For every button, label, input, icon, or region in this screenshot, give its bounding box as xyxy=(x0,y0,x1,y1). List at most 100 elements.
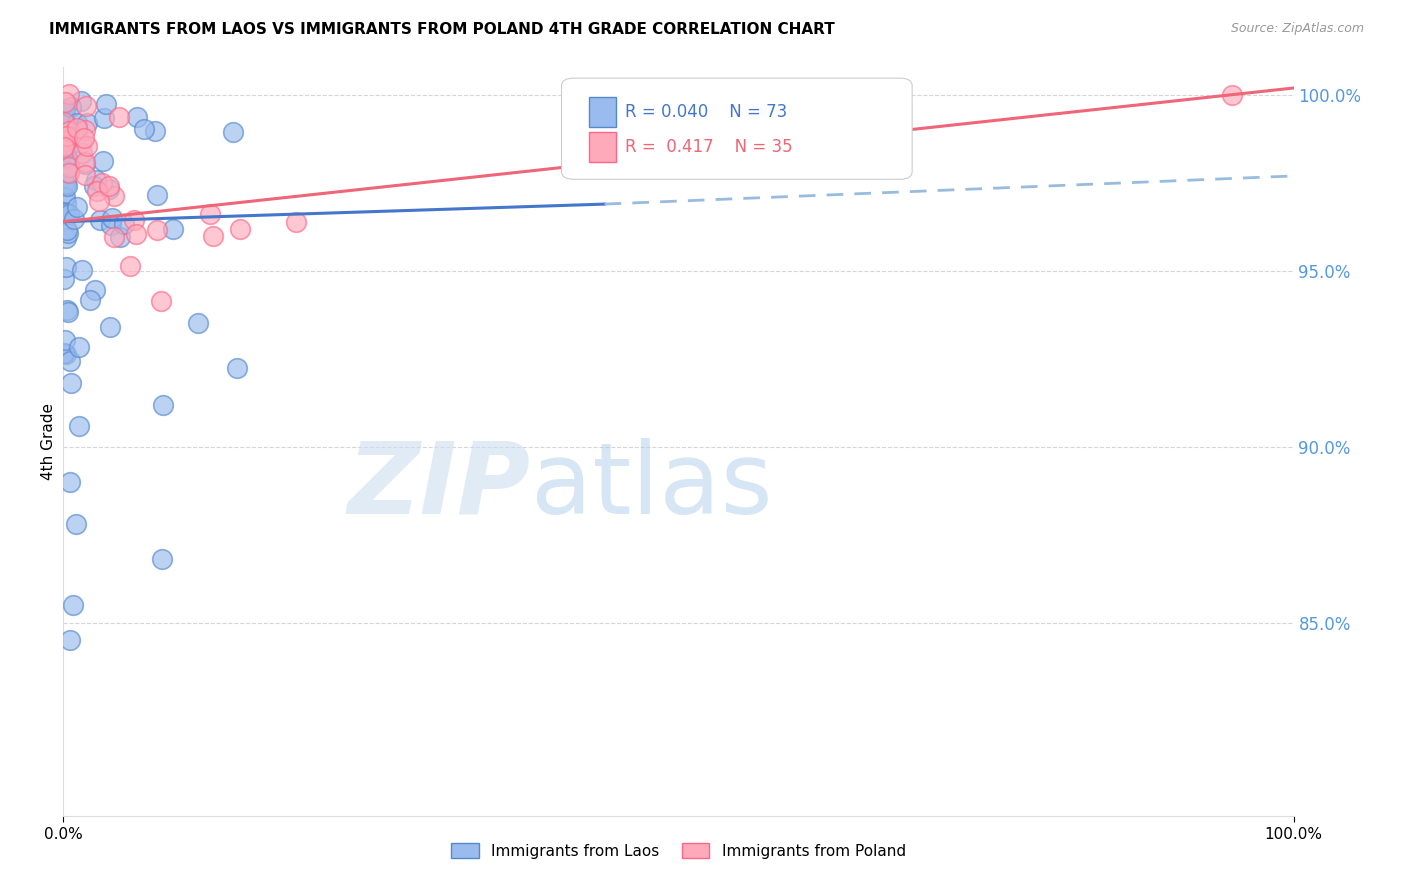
Point xyxy=(55,347,77,361)
Point xyxy=(125,110,148,124)
Point xyxy=(67,340,90,354)
Point xyxy=(56,222,79,236)
Point xyxy=(75,123,97,137)
Point xyxy=(145,223,167,237)
Bar xyxy=(589,97,616,127)
Point xyxy=(53,138,76,153)
FancyBboxPatch shape xyxy=(561,78,912,179)
Point xyxy=(229,221,252,235)
Point xyxy=(66,116,89,130)
Point xyxy=(200,207,222,221)
Point xyxy=(75,157,97,171)
Point xyxy=(187,316,209,330)
Point xyxy=(56,118,79,132)
Point xyxy=(55,260,77,274)
Point xyxy=(100,218,122,232)
Point xyxy=(53,333,76,347)
Point xyxy=(56,303,79,318)
Point xyxy=(55,129,77,144)
Point xyxy=(58,207,80,221)
Point xyxy=(79,293,101,307)
Point xyxy=(53,117,76,131)
Point xyxy=(55,150,77,164)
Point xyxy=(75,99,97,113)
Point xyxy=(152,398,174,412)
Text: R =  0.417    N = 35: R = 0.417 N = 35 xyxy=(626,138,793,156)
Point xyxy=(89,213,111,227)
Point xyxy=(56,305,79,319)
Point xyxy=(53,102,76,116)
Point xyxy=(58,226,80,240)
Bar xyxy=(589,132,616,162)
Point xyxy=(162,222,184,236)
Point xyxy=(146,187,169,202)
Point xyxy=(118,259,141,273)
Point xyxy=(75,169,97,183)
Point xyxy=(52,177,75,191)
Point xyxy=(76,116,98,130)
Point xyxy=(84,172,107,186)
Point xyxy=(83,283,105,297)
Point xyxy=(76,139,98,153)
Point xyxy=(59,100,82,114)
Point xyxy=(55,206,77,220)
Point xyxy=(91,177,114,191)
Point xyxy=(55,231,77,245)
Point xyxy=(201,228,224,243)
Text: IMMIGRANTS FROM LAOS VS IMMIGRANTS FROM POLAND 4TH GRADE CORRELATION CHART: IMMIGRANTS FROM LAOS VS IMMIGRANTS FROM … xyxy=(49,22,835,37)
Point xyxy=(56,178,79,193)
Point xyxy=(66,200,89,214)
Point xyxy=(66,120,89,135)
Point xyxy=(107,110,129,124)
Point xyxy=(55,190,77,204)
Point xyxy=(83,179,105,194)
Point xyxy=(101,211,124,226)
Text: atlas: atlas xyxy=(531,438,772,535)
Text: Source: ZipAtlas.com: Source: ZipAtlas.com xyxy=(1230,22,1364,36)
Point xyxy=(70,136,93,151)
Point xyxy=(72,262,94,277)
Point xyxy=(52,271,75,285)
Point xyxy=(72,146,94,161)
Point xyxy=(86,184,108,198)
Point xyxy=(56,165,79,179)
Legend: Immigrants from Laos, Immigrants from Poland: Immigrants from Laos, Immigrants from Po… xyxy=(444,837,912,864)
Point xyxy=(150,552,173,566)
Point xyxy=(122,213,145,227)
Point xyxy=(58,124,80,138)
Point xyxy=(103,230,125,244)
Point xyxy=(143,124,166,138)
Point xyxy=(55,135,77,149)
Point xyxy=(98,320,121,334)
Point xyxy=(98,182,121,196)
Point xyxy=(52,205,75,219)
Point xyxy=(52,111,75,125)
Point xyxy=(285,215,308,229)
Point xyxy=(70,94,93,108)
Point xyxy=(53,103,76,118)
Text: R = 0.040    N = 73: R = 0.040 N = 73 xyxy=(626,103,787,120)
Point xyxy=(55,135,77,149)
Point xyxy=(62,598,84,612)
Point xyxy=(62,211,84,226)
Point xyxy=(53,95,76,109)
Point xyxy=(97,179,120,194)
Point xyxy=(1220,88,1243,103)
Point xyxy=(87,194,110,208)
Point xyxy=(53,140,76,154)
Point xyxy=(67,418,90,433)
Point xyxy=(55,177,77,191)
Point xyxy=(93,112,115,126)
Point xyxy=(65,517,87,532)
Point xyxy=(94,97,117,112)
Point xyxy=(222,125,245,139)
Point xyxy=(103,189,125,203)
Point xyxy=(73,155,96,169)
Point xyxy=(59,475,82,489)
Point xyxy=(58,152,80,166)
Y-axis label: 4th Grade: 4th Grade xyxy=(41,403,56,480)
Point xyxy=(52,134,75,148)
Point xyxy=(53,115,76,129)
Point xyxy=(58,87,80,101)
Point xyxy=(60,376,83,391)
